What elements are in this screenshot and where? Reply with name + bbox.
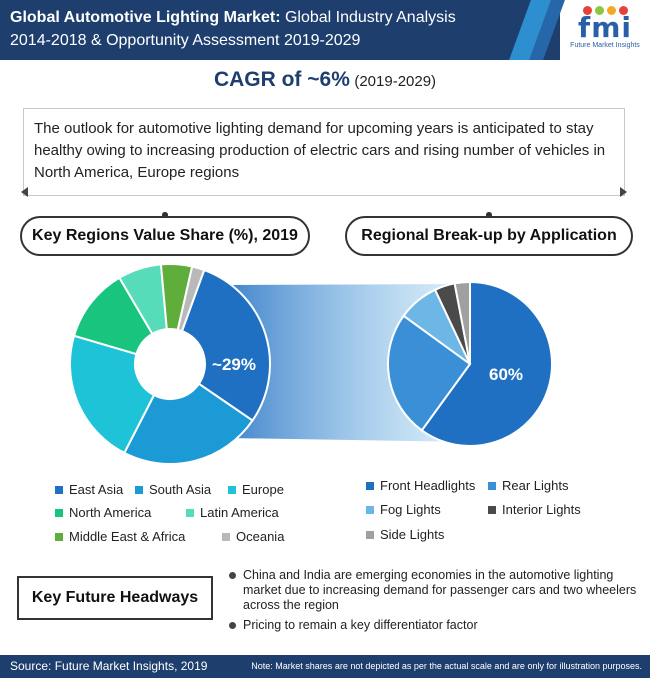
application-legend-item: Rear Lights xyxy=(488,478,568,493)
regions-legend-item: Latin America xyxy=(186,505,279,520)
application-section-title-text: Regional Break-up by Application xyxy=(361,227,617,244)
charts-area: ~29% 60% xyxy=(69,263,553,465)
regions-section-title-text: Key Regions Value Share (%), 2019 xyxy=(32,227,298,244)
headways-title: Key Future Headways xyxy=(31,589,199,606)
footer-source: Source: Future Market Insights, 2019 xyxy=(10,659,208,673)
application-legend-item: Front Headlights xyxy=(366,478,475,493)
pie-slice-front-headlights xyxy=(420,280,553,447)
legend-label: South Asia xyxy=(149,482,212,497)
fmi-logo: fmi Future Market Insights xyxy=(562,4,648,58)
legend-label: Latin America xyxy=(200,505,279,520)
logo-word: fmi xyxy=(578,11,632,44)
application-pie-chart xyxy=(387,280,553,447)
regions-legend-item: Middle East & Africa xyxy=(55,529,185,544)
regions-legend-item: South Asia xyxy=(135,482,211,497)
regions-donut-chart xyxy=(69,263,271,465)
legend-swatch-icon xyxy=(55,508,63,517)
pie-slice-rear-lights xyxy=(387,314,472,432)
headways-title-box: Key Future Headways xyxy=(17,576,213,620)
header: Global Automotive Lighting Market: Globa… xyxy=(0,0,650,60)
donut-slice-south-asia xyxy=(122,382,254,465)
pie-slice-side-lights xyxy=(453,280,471,365)
donut-slice-europe xyxy=(69,334,156,455)
legend-swatch-icon xyxy=(488,505,496,514)
legend-label: Fog Lights xyxy=(380,502,441,517)
application-legend-item: Side Lights xyxy=(366,527,444,542)
pie-data-label: 60% xyxy=(489,365,523,384)
legend-swatch-icon xyxy=(366,530,374,539)
legend-swatch-icon xyxy=(222,532,230,541)
donut-data-label: ~29% xyxy=(212,355,256,374)
triangle-left-icon xyxy=(21,187,28,197)
logo-dot-icon xyxy=(618,6,628,15)
legend-label: Interior Lights xyxy=(502,502,581,517)
regions-section-title: Key Regions Value Share (%), 2019 xyxy=(20,212,310,256)
cagr-period: (2019-2029) xyxy=(354,73,437,90)
page-title-line2: 2014-2018 & Opportunity Assessment 2019-… xyxy=(10,32,361,49)
application-legend-item: Interior Lights xyxy=(488,502,581,517)
legend-label: North America xyxy=(69,505,152,520)
triangle-right-icon xyxy=(620,187,627,197)
headway-bullet-text: China and India are emerging economies i… xyxy=(243,568,637,612)
legend-swatch-icon xyxy=(55,532,63,541)
legend-swatch-icon xyxy=(228,485,236,494)
headway-bullet: Pricing to remain a key differentiator f… xyxy=(229,618,639,633)
legend-label: Europe xyxy=(242,482,284,497)
outlook-box: The outlook for automotive lighting dema… xyxy=(23,108,625,196)
regions-legend-item: North America xyxy=(55,505,151,520)
legend-label: Rear Lights xyxy=(502,478,569,493)
footer: Source: Future Market Insights, 2019 Not… xyxy=(0,655,650,678)
headway-bullet: China and India are emerging economies i… xyxy=(229,568,639,613)
page-title-bold: Global Automotive Lighting Market: xyxy=(10,9,281,26)
header-band xyxy=(0,0,560,60)
legend-label: Oceania xyxy=(236,529,285,544)
donut-slice-east-asia xyxy=(180,268,271,422)
headways-bullets: China and India are emerging economies i… xyxy=(229,568,639,638)
headway-bullet-text: Pricing to remain a key differentiator f… xyxy=(243,618,478,632)
regions-legend-item: Europe xyxy=(228,482,284,497)
legend-swatch-icon xyxy=(366,505,374,514)
application-legend-item: Fog Lights xyxy=(366,502,441,517)
legend-swatch-icon xyxy=(366,481,374,490)
regions-legend-item: East Asia xyxy=(55,482,123,497)
cagr-heading: CAGR of ~6% (2019-2029) xyxy=(0,68,650,92)
legend-swatch-icon xyxy=(55,485,63,494)
bullet-icon xyxy=(229,622,236,629)
application-section-title: Regional Break-up by Application xyxy=(345,212,633,256)
legend-label: Front Headlights xyxy=(380,478,476,493)
outlook-text: The outlook for automotive lighting dema… xyxy=(34,120,606,181)
page-title-rest: Global Industry Analysis xyxy=(280,9,456,26)
logo-subtitle: Future Market Insights xyxy=(570,42,640,49)
logo-dot-icon xyxy=(606,6,616,15)
legend-label: Side Lights xyxy=(380,527,445,542)
legend-swatch-icon xyxy=(186,508,194,517)
donut-slice-oceania xyxy=(176,265,206,333)
legend-swatch-icon xyxy=(135,485,143,494)
legend-label: Middle East & Africa xyxy=(69,529,186,544)
regions-legend-item: Oceania xyxy=(222,529,284,544)
logo-dot-icon xyxy=(582,6,592,15)
cagr-value: CAGR of ~6% xyxy=(213,68,350,91)
page-title: Global Automotive Lighting Market: Globa… xyxy=(10,6,530,52)
legend-label: East Asia xyxy=(69,482,124,497)
legend-swatch-icon xyxy=(488,481,496,490)
logo-dot-icon xyxy=(594,6,604,15)
footer-note: Note: Market shares are not depicted as … xyxy=(251,661,642,671)
bullet-icon xyxy=(229,572,236,579)
logo-dots xyxy=(562,6,648,15)
